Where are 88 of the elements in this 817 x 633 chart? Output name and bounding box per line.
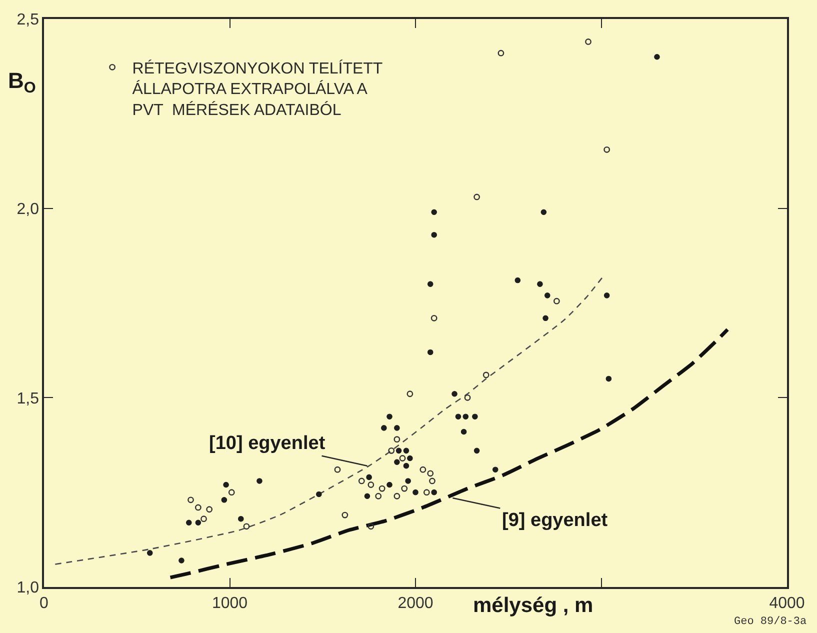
point (396, 448, 402, 454)
point (537, 281, 543, 287)
point (223, 482, 229, 488)
y-axis-title: B$_{O}$ (8, 68, 36, 97)
legend-label: RÉTEGVISZONYOKON TELÍTETT ÁLLAPOTRA EXTRAPOLÁLVA A PVT MÉRÉSEK ADATAIBÓL (132, 59, 383, 119)
point (498, 50, 504, 56)
point (429, 478, 436, 484)
point (405, 478, 411, 484)
point (544, 292, 550, 298)
point (394, 459, 400, 465)
point (394, 425, 400, 431)
point (462, 414, 469, 420)
point (482, 372, 490, 378)
point (604, 146, 610, 153)
point (378, 485, 386, 492)
point (407, 455, 413, 462)
point (431, 489, 437, 496)
point (368, 523, 374, 530)
point (431, 209, 437, 216)
point (188, 496, 194, 504)
point (342, 512, 348, 518)
point (375, 492, 382, 500)
point (334, 466, 341, 473)
point (406, 390, 414, 398)
point (403, 462, 410, 469)
point (431, 232, 437, 238)
x-tick-label: 2000 (398, 595, 434, 612)
point (412, 489, 418, 496)
point (553, 298, 560, 304)
point (364, 493, 370, 500)
point (381, 425, 387, 431)
point (455, 414, 462, 420)
point (427, 470, 434, 477)
y-tick-label: 2,5 (16, 12, 40, 29)
point (542, 315, 548, 322)
point (492, 466, 498, 473)
y-tick-label: 1,0 (16, 580, 40, 597)
x-tick-label: 4000 (769, 595, 805, 612)
point (514, 277, 521, 284)
point (427, 349, 434, 356)
point (386, 414, 392, 420)
point (195, 520, 202, 526)
point (403, 448, 410, 454)
point (420, 466, 426, 473)
point (540, 209, 547, 216)
point (401, 485, 408, 492)
point (146, 550, 153, 556)
point (474, 194, 480, 200)
point (427, 281, 434, 287)
point (388, 447, 395, 454)
point (368, 482, 374, 488)
point (585, 38, 592, 45)
point (474, 448, 480, 454)
point (228, 489, 235, 496)
point (316, 491, 322, 498)
point (366, 474, 372, 480)
y-tick-label: 2,0 (16, 200, 40, 218)
point (423, 489, 430, 496)
x-axis-title: mélység , m (473, 594, 594, 617)
point (238, 516, 244, 522)
point (243, 523, 250, 530)
point (200, 516, 207, 522)
point (399, 455, 406, 462)
point (394, 436, 400, 443)
point (464, 394, 471, 401)
x-tick-label: 1000 (212, 595, 248, 612)
point (178, 558, 184, 564)
annotation: [9] egyenlet (502, 510, 608, 531)
annotation: [10] egyenlet (209, 433, 326, 454)
point (394, 492, 400, 500)
line-series (168, 328, 730, 580)
point (606, 376, 612, 382)
y-tick-label: 1,5 (16, 390, 40, 408)
point (256, 478, 262, 484)
x-tick-label: 0 (40, 595, 49, 612)
point (654, 54, 660, 60)
point (472, 414, 478, 420)
point (221, 497, 228, 503)
point (194, 504, 202, 511)
text: Geo 89/8-3a (734, 616, 808, 628)
point (460, 428, 467, 435)
point (386, 482, 392, 488)
point (206, 506, 213, 513)
point (358, 478, 365, 484)
point (186, 520, 192, 526)
point (430, 314, 438, 322)
point (452, 390, 458, 397)
point (604, 292, 610, 298)
